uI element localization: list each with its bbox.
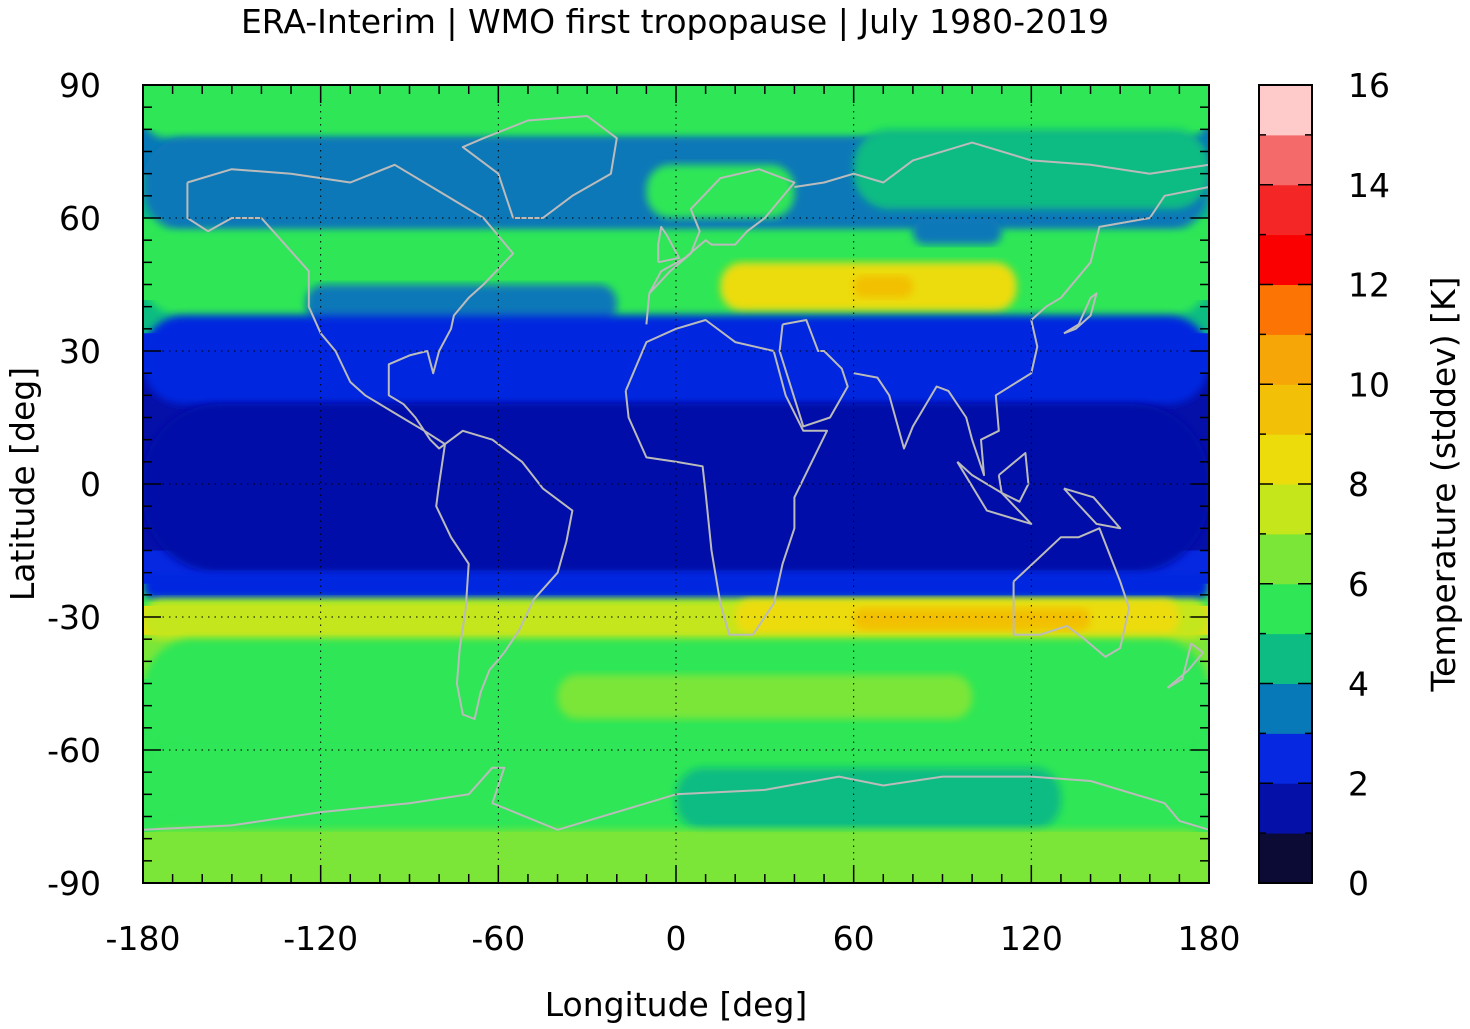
chart-title: ERA-Interim | WMO first tropopause | Jul…	[241, 2, 1109, 41]
x-tick-label: 120	[1000, 919, 1063, 958]
x-tick-labels: -180 -120 -60 0 60 120 180	[106, 919, 1241, 958]
heatmap-region	[143, 231, 1209, 316]
coastlines	[143, 115, 1209, 831]
plot-area	[143, 85, 1209, 883]
colorbar-swatch	[1259, 85, 1312, 136]
colorbar-swatch	[1259, 683, 1312, 734]
heatmap-region	[853, 129, 1209, 210]
coastline	[997, 452, 1030, 503]
x-tick-label: -60	[471, 919, 525, 958]
coastline	[645, 168, 796, 325]
y-tick-label: 30	[59, 332, 101, 371]
heatmap-region	[676, 767, 1061, 830]
colorbar-tick-label: 6	[1348, 565, 1369, 604]
colorbar-tick-labels: 16 14 12 10 8 6 4 2 0	[1348, 66, 1390, 903]
colorbar-swatch	[1259, 633, 1312, 684]
y-tick-label: 0	[80, 465, 101, 504]
colorbar-swatch	[1259, 783, 1312, 834]
coastline	[1012, 527, 1131, 658]
coastline	[657, 225, 680, 264]
x-tick-label: -180	[106, 919, 181, 958]
coastline	[778, 319, 849, 428]
coastline	[461, 115, 618, 219]
axis-ticks	[142, 84, 1210, 884]
y-tick-label: 90	[59, 66, 101, 105]
heatmap-region	[143, 315, 1209, 405]
colorbar-tick-label: 4	[1348, 665, 1369, 704]
colorbar-swatch	[1259, 833, 1312, 884]
colorbar-tick-label: 12	[1348, 266, 1390, 305]
colorbar-label: Temperature (stddev) [K]	[1424, 276, 1463, 692]
colorbar	[1259, 84, 1312, 884]
colorbar-tick-label: 10	[1348, 365, 1390, 404]
heatmap-region	[646, 164, 795, 218]
colorbar-frame	[1258, 84, 1313, 884]
y-axis-label: Latitude [deg]	[3, 367, 42, 601]
colorbar-tick-label: 16	[1348, 66, 1390, 105]
colorbar-swatch	[1259, 484, 1312, 535]
colorbar-swatch	[1259, 134, 1312, 186]
y-tick-label: 60	[59, 199, 101, 238]
x-tick-label: 180	[1178, 919, 1241, 958]
heatmap-region	[305, 284, 617, 325]
heatmap-region	[912, 218, 1002, 245]
coastline	[186, 163, 515, 450]
heatmap-region	[853, 608, 1091, 631]
colorbar-swatch	[1259, 184, 1312, 236]
coastline	[1063, 292, 1098, 335]
colorbar-swatch	[1259, 583, 1312, 635]
coastline	[1063, 487, 1122, 530]
y-tick-label: -60	[47, 731, 101, 770]
colorbar-tick-label: 2	[1348, 764, 1369, 803]
coastline	[794, 141, 1209, 188]
coastline	[624, 319, 828, 636]
colorbar-swatch	[1259, 284, 1312, 335]
y-tick-label: -30	[47, 598, 101, 637]
colorbar-swatch	[1259, 733, 1312, 784]
colorbar-swatch	[1259, 533, 1312, 585]
y-tick-label: -90	[47, 864, 101, 903]
x-tick-label: 0	[666, 919, 687, 958]
colorbar-swatch	[1259, 434, 1312, 485]
x-axis-label: Longitude [deg]	[545, 985, 808, 1024]
coastline	[1166, 642, 1205, 689]
heatmap-region	[557, 674, 973, 719]
colorbar-tick-label: 0	[1348, 864, 1369, 903]
colorbar-tick-label: 14	[1348, 166, 1390, 205]
coastline	[143, 766, 1209, 831]
gridlines	[143, 85, 1209, 883]
colorbar-swatch	[1259, 334, 1312, 385]
x-tick-label: -120	[283, 919, 358, 958]
coastline	[435, 429, 574, 720]
heatmap-region	[143, 829, 1209, 883]
x-tick-label: 60	[833, 919, 875, 958]
coastline	[853, 186, 1209, 477]
heatmap-region	[853, 275, 913, 298]
colorbar-swatch	[1259, 234, 1312, 285]
coastline	[956, 461, 1033, 525]
y-tick-labels: 90 60 30 0 -30 -60 -90	[47, 66, 101, 903]
colorbar-swatch	[1259, 384, 1312, 435]
colorbar-tick-label: 8	[1348, 465, 1369, 504]
